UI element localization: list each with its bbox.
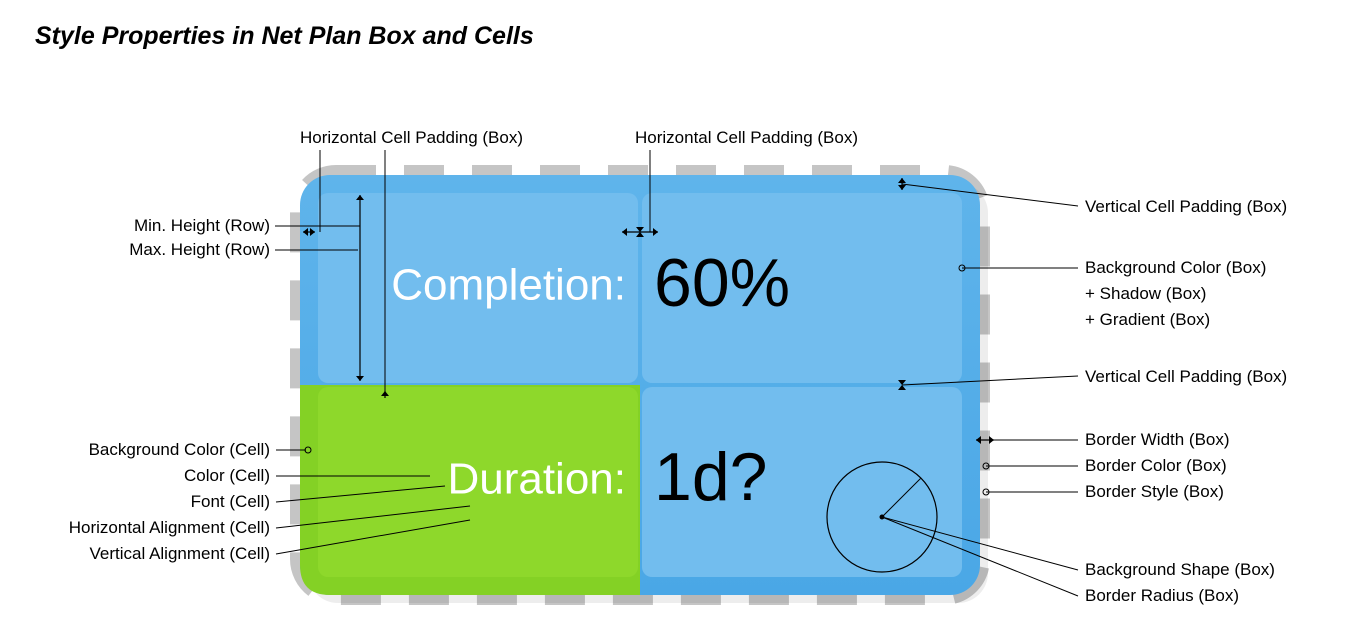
- svg-text:60%: 60%: [654, 245, 790, 321]
- label-valign-cell: Vertical Alignment (Cell): [90, 544, 270, 564]
- label-min-height: Min. Height (Row): [134, 216, 270, 236]
- svg-text:1d?: 1d?: [654, 439, 767, 515]
- label-hpad-right: Horizontal Cell Padding (Box): [635, 128, 858, 148]
- label-gradient: + Gradient (Box): [1085, 310, 1210, 330]
- label-border-radius: Border Radius (Box): [1085, 586, 1239, 606]
- label-border-color: Border Color (Box): [1085, 456, 1227, 476]
- label-vpad-2: Vertical Cell Padding (Box): [1085, 367, 1287, 387]
- label-bg-shape: Background Shape (Box): [1085, 560, 1275, 580]
- label-bg-box: Background Color (Box): [1085, 258, 1266, 278]
- label-vpad-1: Vertical Cell Padding (Box): [1085, 197, 1287, 217]
- label-max-height: Max. Height (Row): [129, 240, 270, 260]
- label-border-width: Border Width (Box): [1085, 430, 1230, 450]
- label-shadow: + Shadow (Box): [1085, 284, 1206, 304]
- svg-text:Completion:: Completion:: [391, 261, 626, 310]
- label-halign-cell: Horizontal Alignment (Cell): [69, 518, 270, 538]
- label-hpad-left: Horizontal Cell Padding (Box): [300, 128, 523, 148]
- label-color-cell: Color (Cell): [184, 466, 270, 486]
- label-bg-cell: Background Color (Cell): [89, 440, 270, 460]
- svg-text:Duration:: Duration:: [447, 455, 626, 504]
- label-border-style: Border Style (Box): [1085, 482, 1224, 502]
- label-font-cell: Font (Cell): [191, 492, 270, 512]
